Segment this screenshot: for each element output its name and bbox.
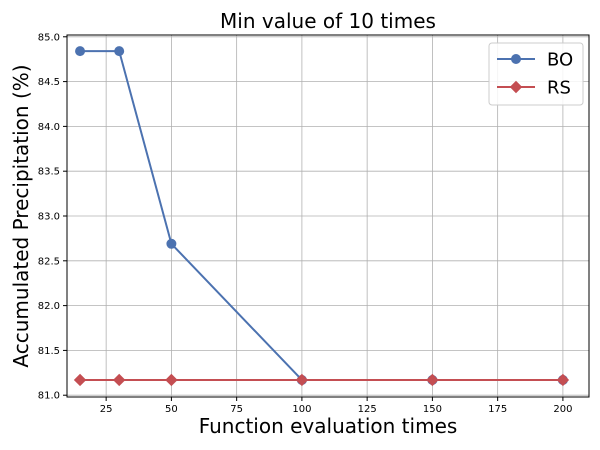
legend-item-bo: BO — [497, 50, 573, 71]
y-tick-label: 81.5 — [38, 346, 60, 357]
legend: BO RS — [488, 42, 584, 106]
y-tick-label: 82.5 — [38, 256, 60, 267]
y-tick-label: 84.0 — [38, 122, 60, 133]
series-rs-point — [556, 373, 570, 387]
x-tick-label: 75 — [230, 404, 243, 415]
y-tick-label: 81.0 — [38, 391, 60, 402]
x-tick-label: 150 — [423, 404, 442, 415]
legend-item-rs: RS — [497, 78, 571, 99]
y-axis-label: Accumulated Precipitation (%) — [9, 64, 33, 367]
y-tick-label: 85.0 — [38, 32, 60, 43]
series-bo-point — [75, 46, 86, 57]
series-rs-point — [73, 373, 87, 387]
y-tick-label: 84.5 — [38, 77, 60, 88]
legend-label-bo: BO — [547, 50, 573, 71]
series-rs-point — [112, 373, 126, 387]
y-axis-ticks: 81.0 81.5 82.0 82.5 83.0 83.5 84.0 84.5 85.0 — [38, 32, 67, 402]
x-axis-label: Function evaluation times — [199, 414, 458, 438]
series-bo-point — [166, 238, 177, 249]
x-tick-label: 25 — [100, 404, 113, 415]
legend-label-rs: RS — [547, 78, 571, 99]
x-tick-label: 175 — [488, 404, 507, 415]
series-bo-point — [114, 46, 125, 57]
legend-marker-bo — [511, 54, 521, 64]
y-tick-label: 82.0 — [38, 301, 60, 312]
x-axis-ticks: 25 50 75 100 125 150 175 200 — [100, 397, 572, 415]
x-tick-label: 50 — [165, 404, 178, 415]
x-tick-label: 200 — [553, 404, 572, 415]
series-layer — [73, 46, 570, 387]
series-rs-point — [426, 373, 439, 387]
series-rs-point — [295, 373, 309, 387]
chart-title: Min value of 10 times — [220, 9, 436, 33]
y-tick-label: 83.0 — [38, 212, 60, 223]
x-tick-label: 125 — [358, 404, 377, 415]
legend-marker-rs — [509, 80, 523, 94]
series-rs-point — [165, 373, 178, 387]
x-tick-label: 100 — [292, 404, 311, 415]
y-tick-label: 83.5 — [38, 167, 60, 178]
series-rs — [73, 373, 570, 387]
